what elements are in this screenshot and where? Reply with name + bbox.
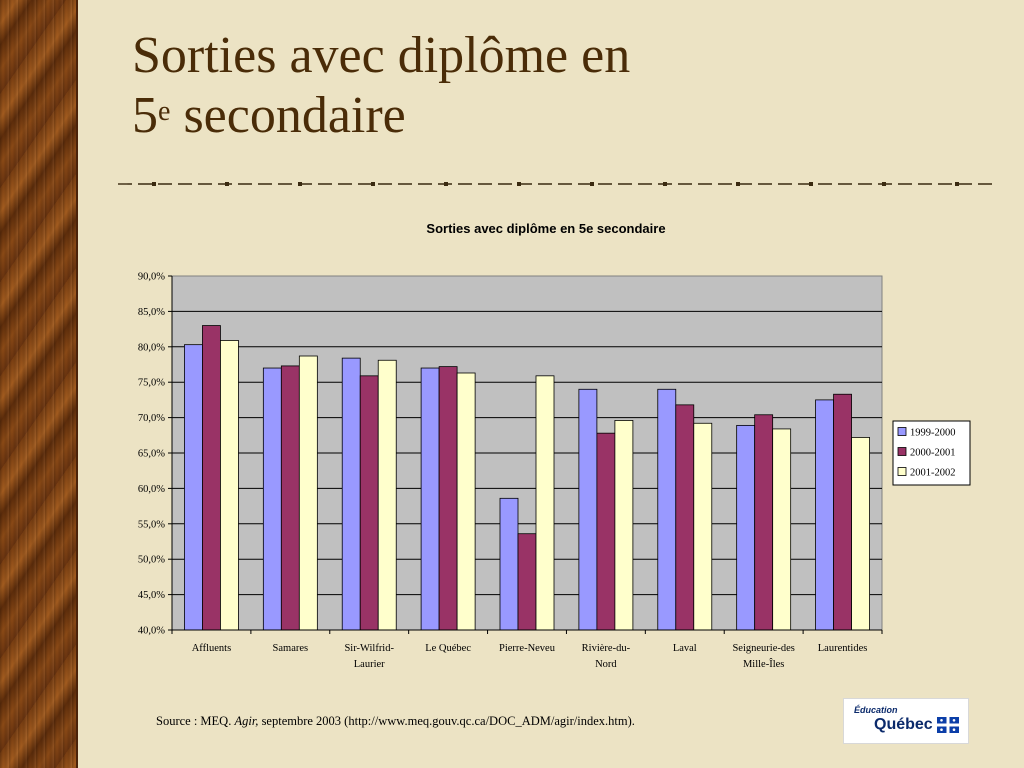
divider-dot xyxy=(225,182,229,186)
y-tick-label: 40,0% xyxy=(138,626,165,637)
education-quebec-logo: Éducation Québec xyxy=(843,698,969,744)
title-line-2: secondaire xyxy=(170,87,406,144)
bar-2001-2002-samares xyxy=(298,355,318,631)
divider-dot xyxy=(152,182,156,186)
source-rest: septembre 2003 (http://www.meq.gouv.qc.c… xyxy=(258,714,635,728)
y-axis: 40,0% 45,0% 50,0% 55,0% 60,0% 65,0% 70,0% 75,0%… xyxy=(138,272,173,637)
bar-1999-2000-rivière-du-nord xyxy=(578,388,598,631)
title-num: 5 xyxy=(132,87,158,144)
quebec-flag-icon xyxy=(937,717,959,733)
bar-1999-2000-laurentides xyxy=(815,399,834,631)
y-tick-label: 60,0% xyxy=(138,484,165,495)
legend-label: 2000-2001 xyxy=(910,448,956,459)
bar-2000-2001-laval xyxy=(675,404,695,631)
y-tick-label: 70,0% xyxy=(138,413,165,424)
bar-2001-2002-affluents xyxy=(220,340,239,631)
x-tick-label: Seigneurie-des xyxy=(732,643,794,654)
divider-dot xyxy=(882,182,886,186)
chart-title: Sorties avec diplôme en 5e secondaire xyxy=(426,221,665,236)
bar-1999-2000-pierre-neveu xyxy=(499,497,519,631)
legend-swatch xyxy=(897,447,907,456)
title-superscript: e xyxy=(158,96,171,127)
legend: 1999-2000 2000-2001 2001-2002 xyxy=(892,420,971,486)
bar-2001-2002-laval xyxy=(693,422,713,631)
x-tick-label: Laurentides xyxy=(818,643,868,654)
bar-2000-2001-le-québec xyxy=(438,366,458,631)
bar-1999-2000-samares xyxy=(262,367,282,631)
bar-2001-2002-laurentides xyxy=(851,437,870,631)
decorative-divider xyxy=(118,182,992,186)
divider-dot xyxy=(663,182,667,186)
y-tick-label: 45,0% xyxy=(138,590,165,601)
y-tick-label: 55,0% xyxy=(138,519,165,530)
y-tick-label: 90,0% xyxy=(138,272,165,283)
logo-education-text: Éducation xyxy=(854,705,898,715)
y-tick-label: 65,0% xyxy=(138,449,165,460)
bar-2000-2001-pierre-neveu xyxy=(517,533,537,631)
bars xyxy=(184,325,870,631)
x-tick-label: Rivière-du- xyxy=(582,643,631,654)
bar-2000-2001-affluents xyxy=(202,325,221,631)
x-tick-label: Mille-Îles xyxy=(743,658,784,670)
divider-dot xyxy=(517,182,521,186)
title-line-1: Sorties avec diplôme en xyxy=(132,27,631,84)
bar-2000-2001-laurentides xyxy=(833,393,852,631)
x-axis: Affluents Samares Sir-Wilfrid- Laurier Le Qu… xyxy=(171,629,883,670)
y-tick-label: 50,0% xyxy=(138,555,165,566)
bar-2000-2001-rivière-du-nord xyxy=(596,432,616,631)
bar-2000-2001-seigneurie-des-mille-îles xyxy=(754,414,774,631)
x-tick-label: Pierre-Neveu xyxy=(499,643,556,654)
bar-1999-2000-le-québec xyxy=(420,367,440,631)
bar-1999-2000-affluents xyxy=(184,344,203,631)
x-tick-label: Nord xyxy=(595,659,617,670)
bar-2000-2001-samares xyxy=(280,365,300,631)
legend-label: 1999-2000 xyxy=(910,428,956,439)
bar-1999-2000-seigneurie-des-mille-îles xyxy=(736,424,756,631)
divider-dot xyxy=(809,182,813,186)
bar-2001-2002-pierre-neveu xyxy=(535,375,555,631)
legend-label: 2001-2002 xyxy=(910,468,956,479)
x-tick-label: Le Québec xyxy=(425,643,471,654)
y-tick-label: 75,0% xyxy=(138,378,165,389)
divider-dot xyxy=(298,182,302,186)
bar-2001-2002-seigneurie-des-mille-îles xyxy=(772,428,792,631)
bar-2001-2002-le-québec xyxy=(456,372,476,631)
legend-swatch xyxy=(897,467,907,476)
bar-1999-2000-sir-wilfrid-laurier xyxy=(341,357,361,631)
divider-dot xyxy=(444,182,448,186)
x-tick-label: Samares xyxy=(273,643,309,654)
source-italic: Agir, xyxy=(234,714,259,728)
legend-swatch xyxy=(897,427,907,436)
divider-dot xyxy=(371,182,375,186)
divider-dot xyxy=(590,182,594,186)
logo-quebec-text: Québec xyxy=(874,716,933,733)
y-tick-label: 80,0% xyxy=(138,342,165,353)
source-prefix: Source : MEQ. xyxy=(156,714,235,728)
x-tick-label: Sir-Wilfrid- xyxy=(344,643,394,654)
slide-title: Sorties avec diplôme en 5e secondaire xyxy=(132,26,892,146)
bar-2000-2001-sir-wilfrid-laurier xyxy=(359,375,379,631)
x-tick-label: Laurier xyxy=(354,659,385,670)
bar-1999-2000-laval xyxy=(657,388,677,631)
bar-2001-2002-sir-wilfrid-laurier xyxy=(377,359,397,631)
bar-2001-2002-rivière-du-nord xyxy=(614,420,634,631)
divider-dot xyxy=(955,182,959,186)
wood-border xyxy=(0,0,78,768)
y-tick-label: 85,0% xyxy=(138,307,165,318)
source-note: Source : MEQ. Agir, septembre 2003 (http… xyxy=(156,714,635,729)
divider-dot xyxy=(736,182,740,186)
x-tick-label: Laval xyxy=(673,643,697,654)
x-tick-label: Affluents xyxy=(192,643,231,654)
